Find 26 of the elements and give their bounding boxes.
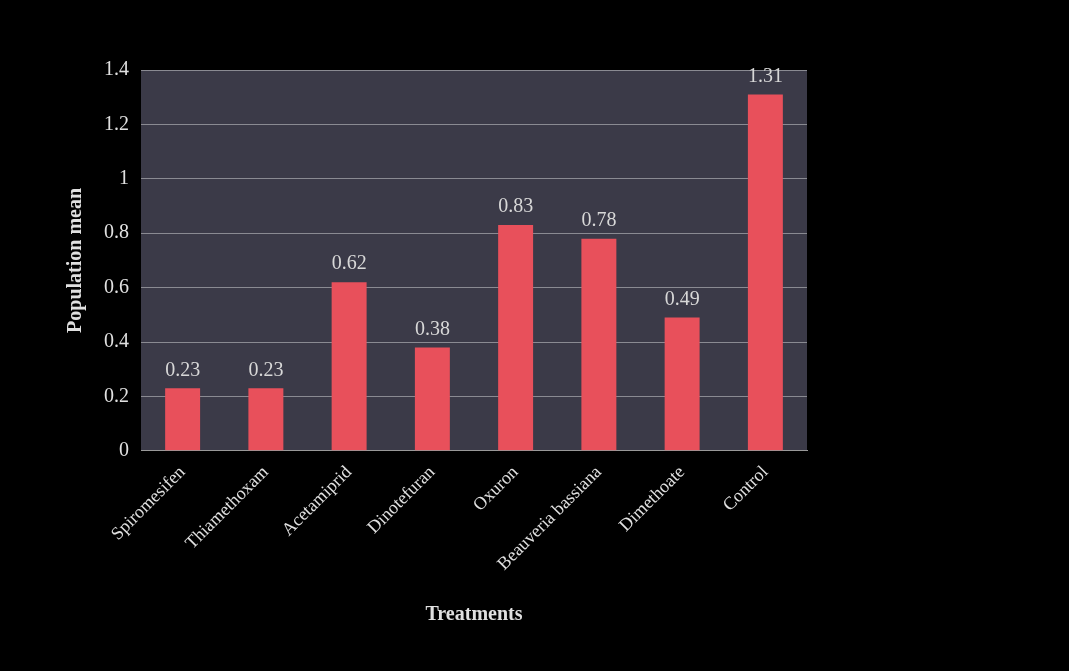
- x-axis-title: Treatments: [425, 602, 523, 625]
- y-tick-label: 1.2: [104, 111, 129, 134]
- bar: [498, 225, 534, 451]
- bar: [248, 388, 284, 451]
- y-tick-label: 0.8: [104, 220, 129, 243]
- data-label: 0.62: [331, 251, 367, 274]
- bar: [581, 238, 617, 451]
- y-tick-label: 0.2: [104, 383, 129, 406]
- y-tick-label: 0.4: [104, 329, 129, 352]
- data-label: 0.78: [581, 207, 617, 230]
- y-tick-label: 1: [119, 166, 129, 189]
- y-axis-title: Population mean: [63, 187, 87, 333]
- data-label: 0.23: [248, 357, 284, 380]
- bar: [331, 282, 367, 451]
- data-label: 0.83: [498, 194, 534, 217]
- data-label: 1.31: [747, 63, 783, 86]
- y-tick-label: 0.6: [104, 274, 129, 297]
- data-label: 0.23: [165, 357, 201, 380]
- bar: [664, 317, 700, 451]
- data-label: 0.49: [664, 286, 700, 309]
- data-label: 0.38: [414, 316, 450, 339]
- y-tick-label: 1.4: [104, 57, 129, 80]
- bar: [747, 94, 783, 451]
- bar: [165, 388, 201, 451]
- y-tick-label: 0: [119, 438, 129, 461]
- bar: [414, 347, 450, 451]
